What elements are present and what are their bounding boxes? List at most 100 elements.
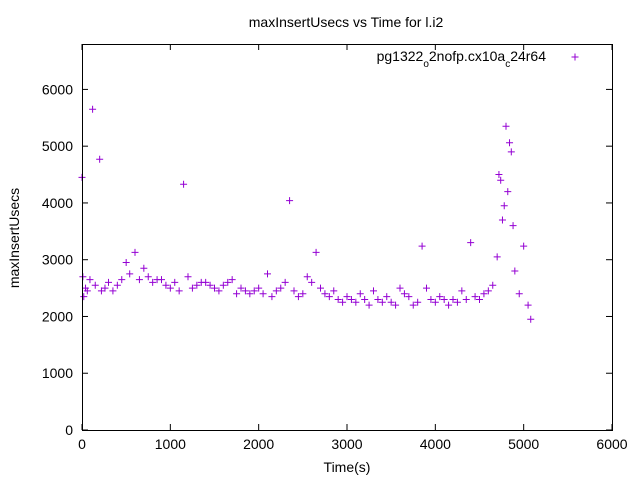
data-point <box>500 202 508 210</box>
data-point <box>175 287 183 295</box>
data-point <box>507 148 515 156</box>
data-point <box>436 293 444 301</box>
data-point <box>255 284 263 292</box>
data-point <box>246 290 254 298</box>
data-point <box>509 222 517 230</box>
data-point <box>520 242 528 250</box>
data-point <box>370 287 377 295</box>
data-point <box>495 171 503 179</box>
data-point <box>158 276 165 284</box>
data-point <box>356 290 364 298</box>
data-point <box>405 293 413 301</box>
data-point <box>334 295 342 303</box>
data-point <box>308 278 316 286</box>
data-point <box>211 284 218 292</box>
data-point <box>96 155 104 163</box>
data-point <box>347 295 355 303</box>
data-point <box>502 122 510 130</box>
data-point <box>215 287 223 295</box>
x-tick-label: 6000 <box>596 436 627 452</box>
data-point <box>233 290 241 298</box>
data-point <box>317 284 324 292</box>
data-point <box>286 197 294 205</box>
data-point <box>431 298 439 306</box>
data-point <box>440 295 448 303</box>
y-tick-label: 1000 <box>42 365 73 381</box>
data-point <box>374 295 382 303</box>
data-point <box>281 278 289 286</box>
data-point <box>140 264 148 272</box>
data-point <box>188 284 196 292</box>
y-tick-label: 3000 <box>42 252 73 268</box>
data-point <box>493 253 501 261</box>
data-point <box>423 284 430 292</box>
data-point <box>409 301 417 309</box>
data-point <box>458 287 466 295</box>
plot-frame <box>82 44 613 431</box>
legend: pg1322o2nofp.cx10ac24r64 <box>377 48 579 70</box>
data-point <box>352 298 360 306</box>
data-point <box>449 295 457 303</box>
data-point <box>224 278 232 286</box>
data-point <box>343 293 351 301</box>
data-point <box>277 284 285 292</box>
data-point <box>109 287 117 295</box>
legend-marker <box>571 53 579 61</box>
scatter-points <box>78 105 535 323</box>
data-point <box>135 276 143 284</box>
data-point <box>527 315 535 323</box>
x-tick-label: 1000 <box>155 436 186 452</box>
data-point <box>427 295 435 303</box>
data-point <box>445 301 453 309</box>
y-tick-label: 6000 <box>42 81 73 97</box>
data-point <box>497 176 505 184</box>
x-axis-label: Time(s) <box>324 459 371 475</box>
data-point <box>489 281 497 289</box>
data-point <box>330 287 338 295</box>
chart-title: maxInsertUsecs vs Time for l.i2 <box>249 14 444 30</box>
data-point <box>82 284 90 292</box>
data-point <box>504 188 512 196</box>
data-point <box>105 278 112 286</box>
data-point <box>219 281 227 289</box>
data-point <box>471 293 479 301</box>
data-point <box>361 295 369 303</box>
data-point <box>325 293 333 301</box>
data-point <box>396 284 404 292</box>
data-point <box>166 284 174 292</box>
data-point <box>272 287 280 295</box>
data-point <box>524 301 532 309</box>
y-tick-label: 2000 <box>42 308 73 324</box>
legend-marker-plus <box>571 53 579 61</box>
data-point <box>383 293 391 301</box>
data-point <box>480 290 488 298</box>
data-point <box>467 239 475 247</box>
data-point <box>259 290 267 298</box>
data-point <box>290 287 298 295</box>
x-tick-label: 0 <box>78 436 86 452</box>
y-axis-label: maxInsertUsecs <box>6 188 22 288</box>
data-point <box>264 270 271 278</box>
data-point <box>484 287 492 295</box>
data-point <box>97 287 105 295</box>
data-point <box>101 284 109 292</box>
data-point <box>414 298 422 306</box>
data-point <box>312 248 320 256</box>
data-point <box>91 281 99 289</box>
data-point <box>193 281 201 289</box>
data-point <box>321 290 329 298</box>
data-point <box>498 216 506 224</box>
legend-label: pg1322o2nofp.cx10ac24r64 <box>377 48 547 70</box>
data-point <box>118 276 126 284</box>
data-point <box>511 267 519 275</box>
data-point <box>206 281 214 289</box>
data-point <box>83 287 91 295</box>
y-tick-label: 0 <box>65 422 73 438</box>
data-point <box>268 293 276 301</box>
data-point <box>202 278 210 286</box>
data-point <box>162 281 170 289</box>
data-point <box>122 259 130 267</box>
data-point <box>294 293 302 301</box>
data-point <box>365 301 373 309</box>
